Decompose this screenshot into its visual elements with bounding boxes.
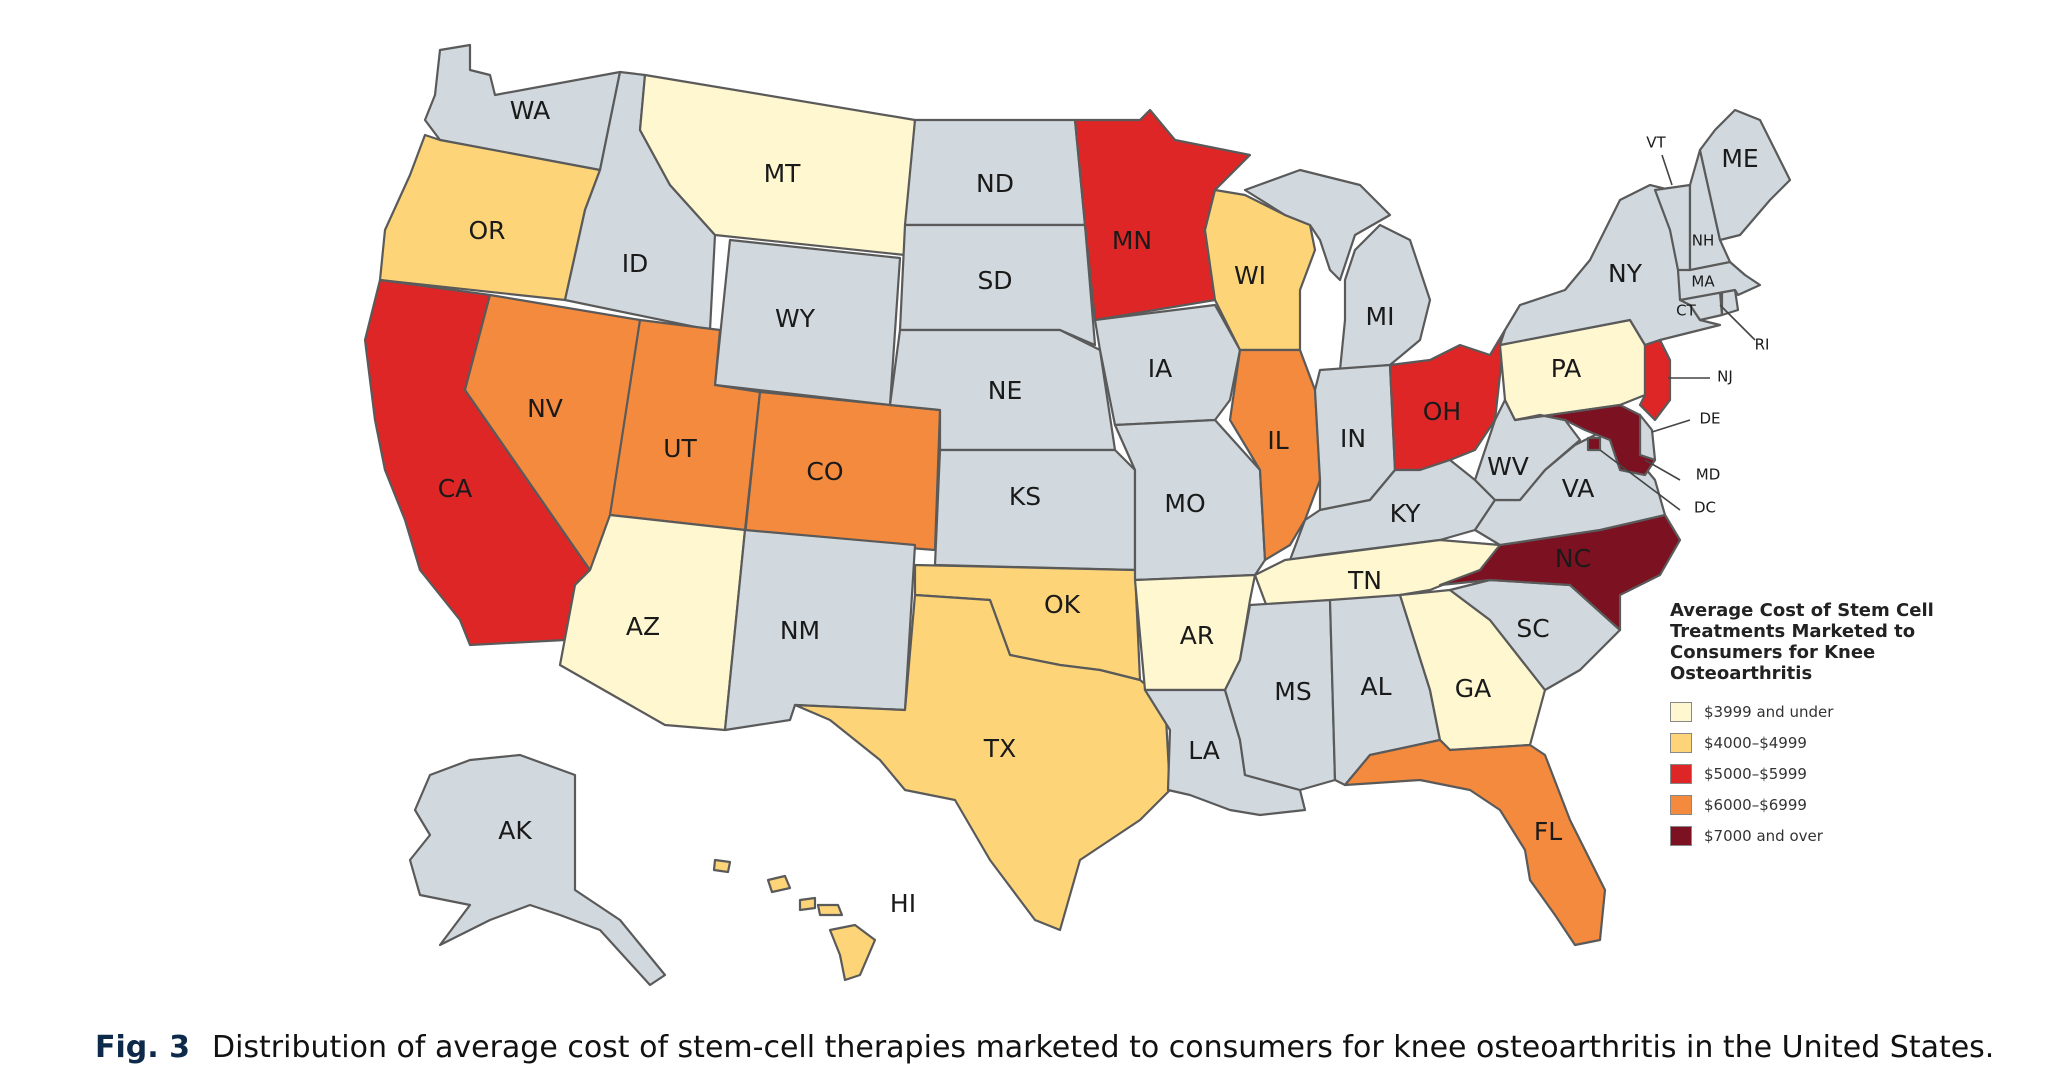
label-MN: MN — [1112, 226, 1152, 255]
label-leaders — [1599, 154, 1756, 511]
label-MO: MO — [1164, 489, 1205, 518]
label-WA: WA — [510, 96, 550, 125]
label-TX: TX — [983, 734, 1016, 763]
label-TN: TN — [1347, 566, 1382, 595]
label-KS: KS — [1009, 482, 1041, 511]
caption-text: Distribution of average cost of stem-cel… — [211, 1030, 1995, 1065]
label-CA: CA — [438, 474, 473, 503]
state-MO — [1113, 418, 1267, 582]
label-OH: OH — [1423, 397, 1461, 426]
label-ND: ND — [976, 169, 1014, 198]
label-CO: CO — [806, 457, 843, 486]
label-ME: ME — [1721, 144, 1758, 173]
label-IL: IL — [1267, 426, 1288, 455]
label-AR: AR — [1180, 621, 1214, 650]
legend-swatch — [1670, 732, 1692, 753]
label-OR: OR — [468, 216, 505, 245]
state-TN — [1253, 538, 1502, 617]
state-MI — [1243, 168, 1432, 372]
label-CT: CT — [1676, 302, 1696, 320]
label-NM: NM — [780, 616, 820, 645]
label-MD: MD — [1696, 466, 1721, 484]
label-GA: GA — [1455, 674, 1491, 703]
legend-label: $5000–$5999 — [1704, 764, 1807, 783]
state-TX — [793, 593, 1172, 932]
label-AL: AL — [1360, 672, 1391, 701]
map-legend: Average Cost of Stem Cell Treatments Mar… — [1670, 600, 1950, 851]
label-WY: WY — [775, 304, 816, 333]
state-SD — [898, 223, 1097, 347]
state-WI — [1203, 188, 1317, 352]
label-PA: PA — [1551, 354, 1582, 383]
state-RI — [1720, 288, 1740, 317]
label-MI: MI — [1366, 302, 1395, 331]
legend-item: $5000–$5999 — [1670, 758, 1950, 789]
label-FL: FL — [1534, 817, 1562, 846]
state-VT — [1653, 183, 1692, 272]
label-MT: MT — [764, 159, 802, 188]
legend-swatch — [1670, 794, 1692, 815]
state-DE — [1638, 413, 1657, 462]
legend-swatch — [1670, 763, 1692, 784]
label-VT: VT — [1646, 134, 1666, 152]
label-UT: UT — [663, 434, 697, 463]
figure-number: Fig. 3 — [95, 1030, 190, 1065]
label-LA: LA — [1188, 736, 1220, 765]
label-SC: SC — [1516, 614, 1549, 643]
label-VA: VA — [1562, 474, 1595, 503]
figure-caption: Fig. 3 Distribution of average cost of st… — [95, 1030, 1994, 1065]
legend-item: $3999 and under — [1670, 696, 1950, 727]
label-OK: OK — [1044, 590, 1081, 619]
state-IA — [1093, 303, 1242, 427]
label-DE: DE — [1699, 410, 1720, 428]
us-map: WA OR CA ID NV MT WY UT CO AZ NM ND SD N… — [363, 43, 1792, 987]
label-NC: NC — [1555, 544, 1591, 573]
state-ME — [1698, 108, 1792, 242]
label-ID: ID — [622, 249, 649, 278]
state-MA — [1676, 260, 1762, 302]
state-MD — [1513, 403, 1657, 477]
state-FL — [1343, 738, 1607, 947]
state-IL — [1228, 348, 1322, 562]
label-RI: RI — [1755, 336, 1770, 354]
legend-label: $7000 and over — [1704, 826, 1823, 845]
legend-item: $4000–$4999 — [1670, 727, 1950, 758]
state-NC — [1438, 513, 1682, 632]
state-AK — [408, 753, 667, 987]
label-SD: SD — [977, 266, 1012, 295]
legend-swatch — [1670, 701, 1692, 722]
legend-label: $3999 and under — [1704, 702, 1834, 721]
label-AK: AK — [498, 816, 532, 845]
state-DC — [1586, 436, 1602, 452]
label-NH: NH — [1692, 232, 1715, 250]
legend-label: $4000–$4999 — [1704, 733, 1807, 752]
legend-item: $6000–$6999 — [1670, 789, 1950, 820]
state-NJ — [1638, 338, 1672, 422]
legend-item: $7000 and over — [1670, 820, 1950, 851]
label-NV: NV — [527, 394, 563, 423]
label-WI: WI — [1234, 261, 1266, 290]
legend-title: Average Cost of Stem Cell Treatments Mar… — [1670, 600, 1934, 684]
legend-swatch — [1670, 825, 1692, 846]
legend-label: $6000–$6999 — [1704, 795, 1807, 814]
state-HI — [712, 858, 877, 982]
label-KY: KY — [1390, 499, 1422, 528]
label-IN: IN — [1340, 424, 1366, 453]
label-HI: HI — [890, 889, 916, 918]
label-AZ: AZ — [626, 612, 660, 641]
label-MA: MA — [1691, 273, 1715, 291]
label-NE: NE — [988, 376, 1023, 405]
label-MS: MS — [1274, 677, 1311, 706]
label-DC: DC — [1694, 499, 1716, 517]
label-WV: WV — [1487, 452, 1529, 481]
label-IA: IA — [1148, 354, 1172, 383]
label-NY: NY — [1608, 259, 1643, 288]
label-NJ: NJ — [1717, 368, 1733, 386]
